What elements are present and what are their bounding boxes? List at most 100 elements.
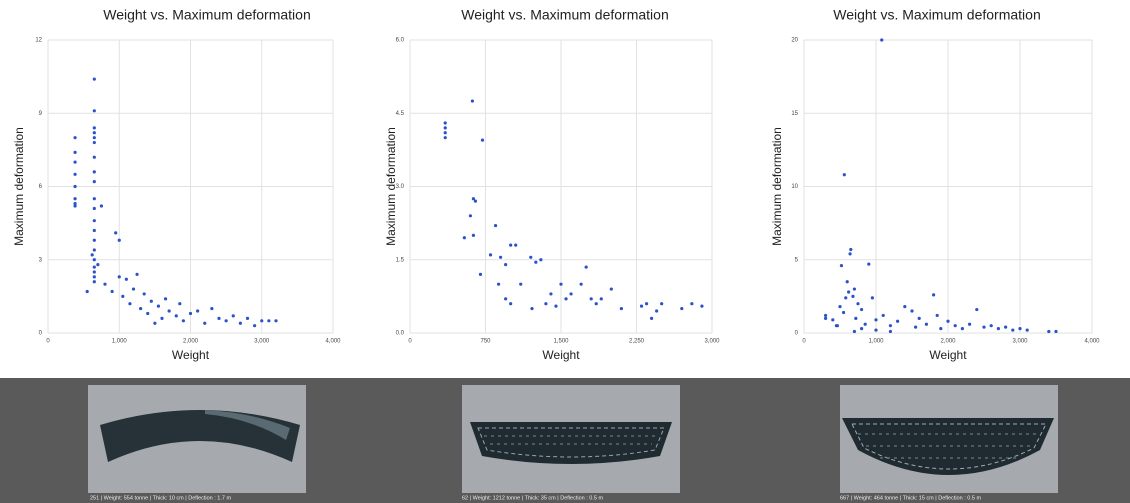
data-point xyxy=(824,317,827,320)
data-point xyxy=(93,248,96,251)
data-point xyxy=(497,283,500,286)
data-point xyxy=(93,77,96,80)
data-point xyxy=(910,309,913,312)
data-point xyxy=(239,322,242,325)
data-point xyxy=(494,224,497,227)
data-point xyxy=(925,323,928,326)
data-point xyxy=(660,302,663,305)
data-point xyxy=(73,160,76,163)
data-point xyxy=(936,314,939,317)
data-point xyxy=(1004,326,1007,329)
data-point xyxy=(128,302,131,305)
data-point xyxy=(93,136,96,139)
data-point xyxy=(175,314,178,317)
data-point xyxy=(849,248,852,251)
data-point xyxy=(73,204,76,207)
y-tick-label: 1.5 xyxy=(396,257,405,263)
data-point xyxy=(939,327,942,330)
data-point xyxy=(946,320,949,323)
y-tick-label: 10 xyxy=(791,184,798,190)
data-point xyxy=(838,305,841,308)
data-point xyxy=(650,317,653,320)
render-caption: 62 | Weight: 1212 tonne | Thick: 35 cm |… xyxy=(462,495,603,501)
data-point xyxy=(463,236,466,239)
data-point xyxy=(854,317,857,320)
data-point xyxy=(569,292,572,295)
data-point xyxy=(164,297,167,300)
data-point xyxy=(479,273,482,276)
data-point xyxy=(444,131,447,134)
data-point xyxy=(93,156,96,159)
x-tick-label: 2,000 xyxy=(183,339,199,345)
x-tick-label: 2,000 xyxy=(940,339,956,345)
data-point xyxy=(836,324,839,327)
data-point xyxy=(680,307,683,310)
x-tick-label: 3,000 xyxy=(704,339,720,345)
data-point xyxy=(853,330,856,333)
data-point xyxy=(93,197,96,200)
data-point xyxy=(856,302,859,305)
x-axis-label: Weight xyxy=(929,348,967,362)
data-point xyxy=(600,297,603,300)
y-tick-label: 12 xyxy=(35,38,42,44)
data-point xyxy=(848,252,851,255)
y-tick-label: 5 xyxy=(795,257,799,263)
data-point xyxy=(93,229,96,232)
data-point xyxy=(514,244,517,247)
data-point xyxy=(96,263,99,266)
data-point xyxy=(93,131,96,134)
data-point xyxy=(534,261,537,264)
x-tick-label: 3,000 xyxy=(1012,339,1028,345)
chart-title: Weight vs. Maximum deformation xyxy=(833,7,1040,23)
data-point xyxy=(1011,328,1014,331)
data-point xyxy=(831,318,834,321)
data-point xyxy=(853,287,856,290)
chart-title: Weight vs. Maximum deformation xyxy=(461,7,668,23)
data-point xyxy=(824,314,827,317)
data-point xyxy=(620,307,623,310)
data-point xyxy=(554,305,557,308)
data-point xyxy=(504,297,507,300)
y-tick-label: 4.5 xyxy=(396,111,405,117)
data-point xyxy=(1018,327,1021,330)
data-point xyxy=(73,197,76,200)
data-point xyxy=(210,307,213,310)
data-point xyxy=(203,322,206,325)
data-point xyxy=(260,319,263,322)
data-point xyxy=(143,292,146,295)
data-point xyxy=(655,309,658,312)
y-axis-label: Maximum deformation xyxy=(12,127,26,246)
figure: 251 | Weight: 554 tonne | Thick: 10 cm |… xyxy=(0,0,1130,503)
data-point xyxy=(132,287,135,290)
data-point xyxy=(914,326,917,329)
data-point xyxy=(471,99,474,102)
data-point xyxy=(182,319,185,322)
data-point xyxy=(168,309,171,312)
y-tick-label: 9 xyxy=(39,111,43,117)
data-point xyxy=(595,302,598,305)
render-panel xyxy=(462,385,680,493)
data-point xyxy=(472,234,475,237)
data-point xyxy=(232,314,235,317)
data-point xyxy=(509,244,512,247)
data-point xyxy=(961,327,964,330)
y-tick-label: 6.0 xyxy=(396,38,405,44)
data-point xyxy=(469,214,472,217)
data-point xyxy=(867,263,870,266)
data-point xyxy=(444,126,447,129)
y-tick-label: 0 xyxy=(795,331,799,337)
data-point xyxy=(840,264,843,267)
data-point xyxy=(93,126,96,129)
data-point xyxy=(444,121,447,124)
x-tick-label: 4,000 xyxy=(1084,339,1100,345)
data-point xyxy=(864,323,867,326)
data-point xyxy=(874,328,877,331)
data-point xyxy=(544,302,547,305)
y-tick-label: 3.0 xyxy=(396,184,405,190)
data-point xyxy=(1026,328,1029,331)
data-point xyxy=(178,302,181,305)
data-point xyxy=(504,263,507,266)
data-point xyxy=(73,136,76,139)
x-tick-label: 750 xyxy=(480,339,491,345)
data-point xyxy=(93,141,96,144)
